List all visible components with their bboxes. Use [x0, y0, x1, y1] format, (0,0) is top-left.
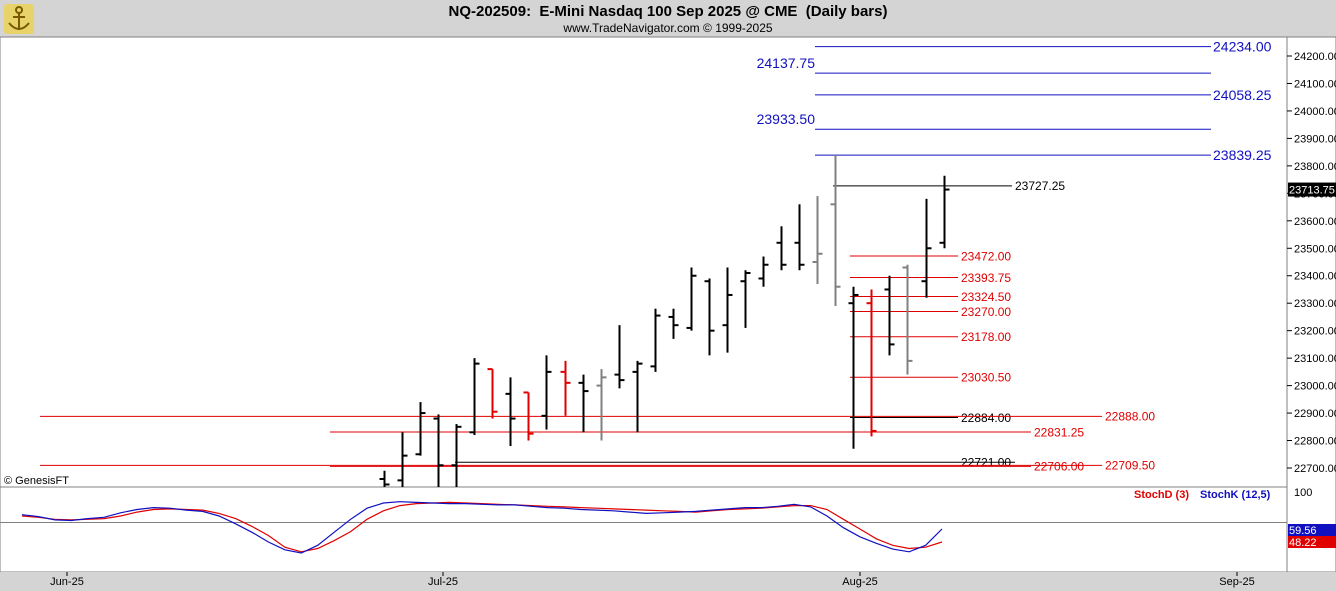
ohlc-bar: [379, 470, 390, 487]
ohlc-bar: [614, 325, 625, 389]
ohlc-bar: [776, 226, 787, 271]
stoch-k-line: [21, 501, 943, 554]
oscillator-y-tick-label: 100: [1294, 487, 1312, 499]
level-label: 22709.50: [1105, 459, 1155, 473]
y-tick-label: 23000.00: [1294, 381, 1336, 393]
ohlc-bar: [740, 270, 751, 328]
ohlc-bar: [704, 278, 715, 356]
y-tick-label: 23900.00: [1294, 133, 1336, 145]
x-tick-label: Jul-25: [428, 576, 458, 588]
level-label: 23324.50: [961, 290, 1011, 304]
y-tick-label: 24200.00: [1294, 51, 1336, 63]
y-tick-label: 22900.00: [1294, 408, 1336, 420]
y-tick-label: 24000.00: [1294, 106, 1336, 118]
level-label: 23270.00: [961, 305, 1011, 319]
y-tick-label: 23500.00: [1294, 243, 1336, 255]
level-label: 22831.25: [1034, 425, 1084, 439]
ohlc-bar: [758, 256, 769, 287]
stoch-k-value-label: 59.56: [1289, 525, 1317, 537]
ohlc-bar: [578, 374, 589, 433]
chart-header: NQ-202509: E-Mini Nasdaq 100 Sep 2025 @ …: [0, 0, 1336, 37]
y-tick-label: 23600.00: [1294, 216, 1336, 228]
level-label: 22706.00: [1034, 460, 1084, 474]
ohlc-bar: [451, 424, 462, 487]
last-price-label: 23713.75: [1289, 185, 1335, 197]
ohlc-bar: [433, 414, 444, 487]
y-tick-label: 24100.00: [1294, 78, 1336, 90]
stoch-d-value-label: 48.22: [1289, 537, 1317, 549]
stoch-k-value-tag: [1288, 524, 1336, 536]
level-label: 23472.00: [961, 249, 1011, 263]
y-tick-label: 22800.00: [1294, 436, 1336, 448]
ohlc-bar: [921, 198, 932, 298]
last-price-tag: [1288, 182, 1336, 197]
ohlc-bar: [632, 360, 643, 433]
ohlc-bar: [884, 275, 895, 356]
x-tick-label: Sep-25: [1219, 576, 1254, 588]
legend-stoch-k: StochK (12,5): [1200, 489, 1271, 501]
ohlc-bar: [650, 308, 661, 372]
level-label: 24137.75: [757, 55, 816, 71]
ohlc-bar: [866, 289, 877, 437]
ohlc-bar: [596, 369, 607, 441]
legend-stoch-d: StochD (3): [1134, 489, 1189, 501]
ohlc-bar: [830, 155, 841, 306]
ohlc-bar: [668, 308, 679, 339]
chart-title: NQ-202509: E-Mini Nasdaq 100 Sep 2025 @ …: [448, 3, 888, 20]
chart-subtitle: www.TradeNavigator.com © 1999-2025: [563, 21, 773, 35]
level-label: 23178.00: [961, 330, 1011, 344]
ohlc-bar: [397, 432, 408, 487]
ohlc-bar: [505, 377, 516, 447]
anchor-logo-icon: [4, 4, 34, 34]
ohlc-bar: [722, 267, 733, 353]
y-tick-label: 23400.00: [1294, 271, 1336, 283]
y-tick-label: 22700.00: [1294, 463, 1336, 475]
ohlc-bar: [794, 204, 805, 271]
level-label: 22888.00: [1105, 410, 1155, 424]
ohlc-bar: [939, 175, 950, 249]
ohlc-bar: [560, 360, 571, 416]
y-tick-label: 23100.00: [1294, 353, 1336, 365]
x-tick-label: Jun-25: [50, 576, 84, 588]
ohlc-bar: [812, 196, 823, 284]
level-label: 22721.00: [961, 456, 1011, 470]
level-label: 24058.25: [1213, 87, 1272, 103]
y-axis-panel: [1286, 36, 1336, 573]
x-axis-panel: [0, 572, 1336, 591]
level-label: 23839.25: [1213, 147, 1272, 163]
ohlc-bar: [523, 391, 534, 441]
ohlc-bar: [415, 402, 426, 456]
stoch-d-value-tag: [1288, 536, 1336, 548]
ohlc-bar: [848, 286, 859, 449]
level-label: 23030.50: [961, 371, 1011, 385]
y-tick-label: 23200.00: [1294, 326, 1336, 338]
x-tick-label: Aug-25: [842, 576, 877, 588]
level-label: 23393.75: [961, 271, 1011, 285]
ohlc-bar: [686, 267, 697, 331]
ohlc-bar: [541, 355, 552, 430]
ohlc-bar: [902, 264, 913, 375]
level-label: 22884.00: [961, 411, 1011, 425]
y-tick-label: 23800.00: [1294, 161, 1336, 173]
ohlc-bar: [469, 358, 480, 436]
y-tick-label: 23300.00: [1294, 298, 1336, 310]
price-plot-area: [0, 36, 1288, 488]
level-label: 23727.25: [1015, 179, 1065, 193]
credit-label: © GenesisFT: [4, 475, 69, 487]
level-label: 24234.00: [1213, 39, 1272, 55]
level-label: 23933.50: [757, 111, 816, 127]
ohlc-bar: [487, 368, 498, 419]
oscillator-plot-area: [0, 486, 1288, 573]
